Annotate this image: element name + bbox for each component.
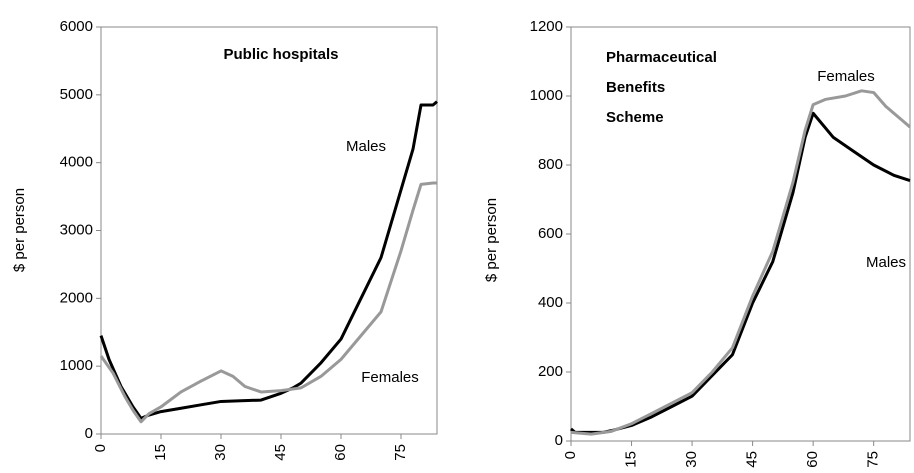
y-tick-label: 1000 <box>60 357 93 374</box>
series-line <box>99 181 437 424</box>
y-tick-label: 5000 <box>60 86 93 103</box>
annotation: Males <box>866 254 906 271</box>
annotation: Pharmaceutical <box>606 49 717 66</box>
y-tick-label: 400 <box>538 294 563 311</box>
annotation: Females <box>361 369 419 386</box>
y-tick-label: 200 <box>538 363 563 380</box>
x-tick-label: 45 <box>272 444 289 461</box>
y-tick-label: 1000 <box>530 87 563 104</box>
y-tick-label: 4000 <box>60 154 93 171</box>
x-tick-label: 75 <box>392 444 409 461</box>
x-tick-label: 0 <box>562 451 579 459</box>
series-line <box>570 111 911 434</box>
y-tick-label: 2000 <box>60 289 93 306</box>
annotation: Scheme <box>606 109 664 126</box>
annotation: Benefits <box>606 79 665 96</box>
x-tick-label: 60 <box>804 451 821 468</box>
y-tick-label: 1200 <box>530 18 563 35</box>
x-tick-label: 0 <box>92 444 109 452</box>
y-tick-label: 600 <box>538 225 563 242</box>
x-tick-label: 15 <box>623 451 640 468</box>
series-line <box>570 89 911 436</box>
x-tick-label: 45 <box>744 451 761 468</box>
annotation: Public hospitals <box>223 46 338 63</box>
x-tick-label: 30 <box>212 444 229 461</box>
y-tick-label: 3000 <box>60 221 93 238</box>
x-tick-label: 30 <box>683 451 700 468</box>
x-tick-label: 60 <box>332 444 349 461</box>
y-tick-label: 6000 <box>60 18 93 35</box>
y-tick-label: 0 <box>555 432 563 449</box>
y-axis-label: $ per person <box>11 188 28 272</box>
x-tick-label: 15 <box>152 444 169 461</box>
y-tick-label: 0 <box>85 425 93 442</box>
series-line <box>99 100 438 420</box>
y-axis-label: $ per person <box>483 198 500 282</box>
x-tick-label: 75 <box>865 451 882 468</box>
annotation: Females <box>817 68 875 85</box>
y-tick-label: 800 <box>538 156 563 173</box>
annotation: Males <box>346 138 386 155</box>
